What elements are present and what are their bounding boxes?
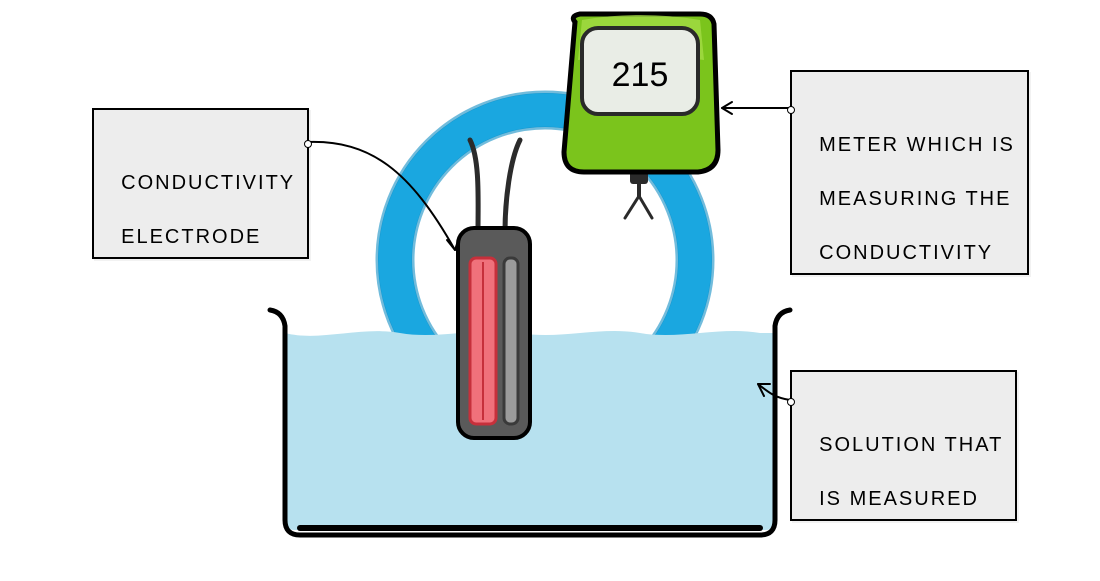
label-meter-line2: MEASURING THE <box>819 188 1011 210</box>
label-solution-line2: IS MEASURED <box>819 488 979 510</box>
conductivity-electrode <box>458 140 530 438</box>
label-solution-line1: SOLUTION THAT <box>819 434 1003 456</box>
label-electrode-line2: ELECTRODE <box>121 226 261 248</box>
label-electrode-line1: CONDUCTIVITY <box>121 172 295 194</box>
label-electrode: CONDUCTIVITY ELECTRODE <box>92 108 309 259</box>
label-meter-line1: METER WHICH IS <box>819 134 1015 156</box>
label-meter-line3: CONDUCTIVITY <box>819 242 993 264</box>
label-solution: SOLUTION THAT IS MEASURED <box>790 370 1017 521</box>
meter-reading: 215 <box>612 56 669 94</box>
conductivity-diagram: 215 CONDUCTIVITY ELECTRODE METER WHICH I… <box>0 0 1100 576</box>
label-meter: METER WHICH IS MEASURING THE CONDUCTIVIT… <box>790 70 1029 275</box>
